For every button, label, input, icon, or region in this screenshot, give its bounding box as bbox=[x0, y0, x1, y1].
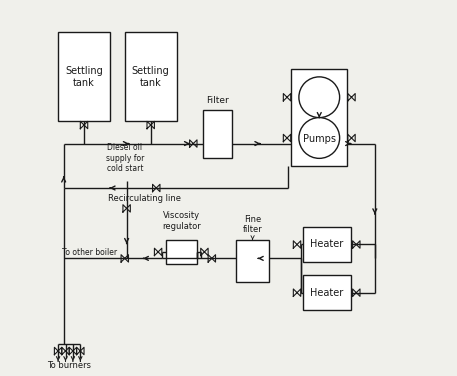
Text: Pumps: Pumps bbox=[303, 134, 336, 144]
Bar bbox=[236, 240, 269, 282]
Text: Settling
tank: Settling tank bbox=[65, 66, 103, 88]
Bar bbox=[125, 32, 177, 121]
Text: To other boiler: To other boiler bbox=[62, 247, 117, 256]
Text: Filter: Filter bbox=[206, 96, 229, 105]
Text: Heater: Heater bbox=[310, 240, 343, 250]
Text: Recirculating line: Recirculating line bbox=[108, 194, 181, 203]
Text: Diesel oil
supply for
cold start: Diesel oil supply for cold start bbox=[106, 143, 144, 173]
Text: Viscosity
regulator: Viscosity regulator bbox=[162, 211, 201, 230]
Bar bbox=[165, 240, 197, 264]
Circle shape bbox=[299, 77, 340, 118]
Text: Heater: Heater bbox=[310, 288, 343, 298]
Bar bbox=[303, 227, 351, 262]
Bar bbox=[303, 275, 351, 310]
Bar bbox=[202, 110, 232, 158]
Text: Fine
filter: Fine filter bbox=[243, 215, 262, 234]
Bar bbox=[292, 70, 347, 166]
Bar bbox=[58, 32, 110, 121]
Text: Settling
tank: Settling tank bbox=[132, 66, 170, 88]
Circle shape bbox=[299, 118, 340, 158]
Text: To burners: To burners bbox=[47, 361, 91, 370]
